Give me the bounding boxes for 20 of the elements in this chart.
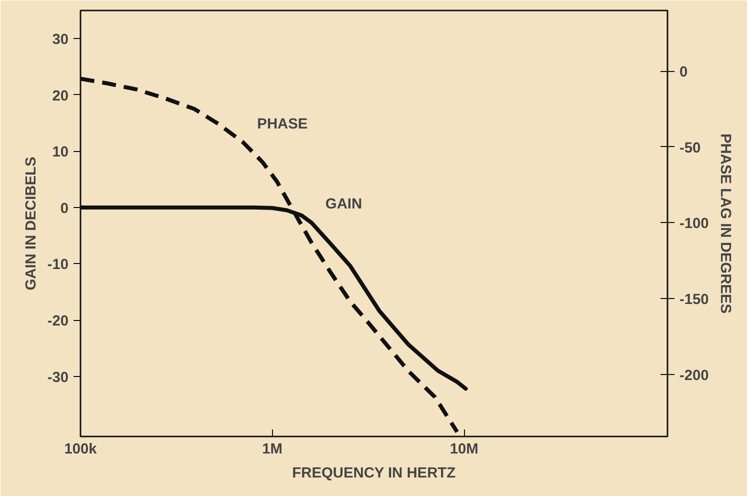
y2-axis-title: PHASE LAG IN DEGREES bbox=[716, 134, 733, 314]
x-axis-title: FREQUENCY IN HERTZ bbox=[292, 466, 456, 482]
y2-tick-label: -50 bbox=[680, 140, 701, 156]
y-tick-label: 0 bbox=[60, 200, 69, 217]
y-tick-label: -30 bbox=[47, 370, 69, 386]
x-tick-label: 10M bbox=[450, 442, 478, 458]
y2-tick-label: -200 bbox=[680, 368, 709, 384]
y2-tick-label: 0 bbox=[680, 64, 688, 81]
y-tick-label: 30 bbox=[52, 32, 69, 48]
series-label: PHASE bbox=[257, 116, 308, 132]
y-tick-label: 10 bbox=[52, 144, 69, 161]
series-label: GAIN bbox=[325, 196, 362, 213]
y-tick-label: -10 bbox=[47, 257, 69, 274]
y2-tick-label: -150 bbox=[680, 292, 709, 308]
y-axis-title: GAIN IN DECIBELS bbox=[23, 156, 40, 290]
x-tick-label: 1M bbox=[262, 442, 282, 458]
y-tick-label: -20 bbox=[47, 314, 69, 330]
y-tick-label: 20 bbox=[52, 88, 69, 104]
x-tick-label: 100k bbox=[64, 442, 98, 458]
y2-tick-label: -100 bbox=[680, 216, 709, 232]
